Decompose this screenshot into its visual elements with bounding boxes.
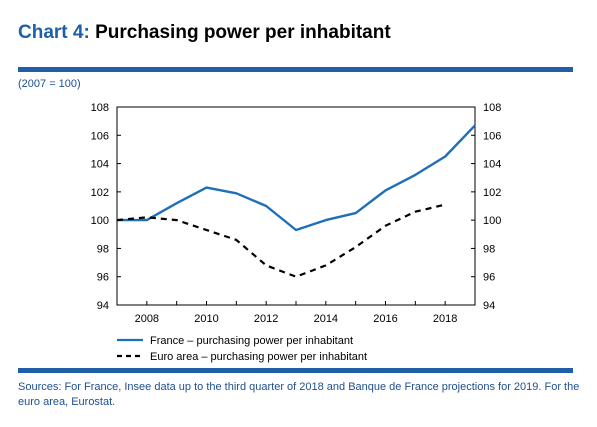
y-tick-label-left: 104 (91, 159, 109, 171)
x-tick-label: 2012 (254, 313, 278, 325)
y-tick-label-left: 102 (91, 187, 109, 199)
y-tick-label-left: 106 (91, 130, 109, 142)
y-tick-label-right: 98 (483, 243, 495, 255)
source-note: Sources: For France, Insee data up to th… (18, 381, 580, 408)
chart-title: Chart 4: Purchasing power per inhabitant (18, 22, 391, 44)
series-group (116, 124, 476, 278)
x-tick-label: 2018 (433, 313, 457, 325)
y-tick-label-right: 94 (483, 300, 495, 312)
legend: France – purchasing power per inhabitant… (117, 335, 367, 363)
y-tick-label-left: 98 (97, 243, 109, 255)
x-tick-label: 2016 (373, 313, 397, 325)
y-tick-label-right: 96 (483, 272, 495, 284)
x-tick-label: 2010 (194, 313, 218, 325)
legend-label-euro-area: Euro area – purchasing power per inhabit… (150, 351, 367, 363)
x-tick-label: 2008 (135, 313, 159, 325)
y-tick-label-left: 96 (97, 272, 109, 284)
unit-note: (2007 = 100) (18, 78, 81, 90)
series-line-euro-area (116, 203, 446, 278)
chart-title-text: Purchasing power per inhabitant (95, 22, 391, 43)
top-rule (18, 67, 573, 72)
y-tick-label-right: 108 (483, 102, 501, 114)
y-tick-label-left: 94 (97, 300, 109, 312)
y-tick-label-left: 100 (91, 215, 109, 227)
y-tick-label-right: 102 (483, 187, 501, 199)
x-tick-label: 2014 (314, 313, 338, 325)
chart-number: Chart 4: (18, 22, 90, 43)
y-tick-label-right: 106 (483, 130, 501, 142)
legend-label-france: France – purchasing power per inhabitant (150, 335, 353, 347)
y-tick-label-right: 100 (483, 215, 501, 227)
axes: 94 94 96 96 98 98 100 100 102 102 104 104 106 106 108 1… (91, 102, 502, 325)
series-line-france (117, 124, 476, 232)
bottom-rule (18, 368, 573, 373)
y-tick-label-left: 108 (91, 102, 109, 114)
y-tick-label-right: 104 (483, 159, 501, 171)
